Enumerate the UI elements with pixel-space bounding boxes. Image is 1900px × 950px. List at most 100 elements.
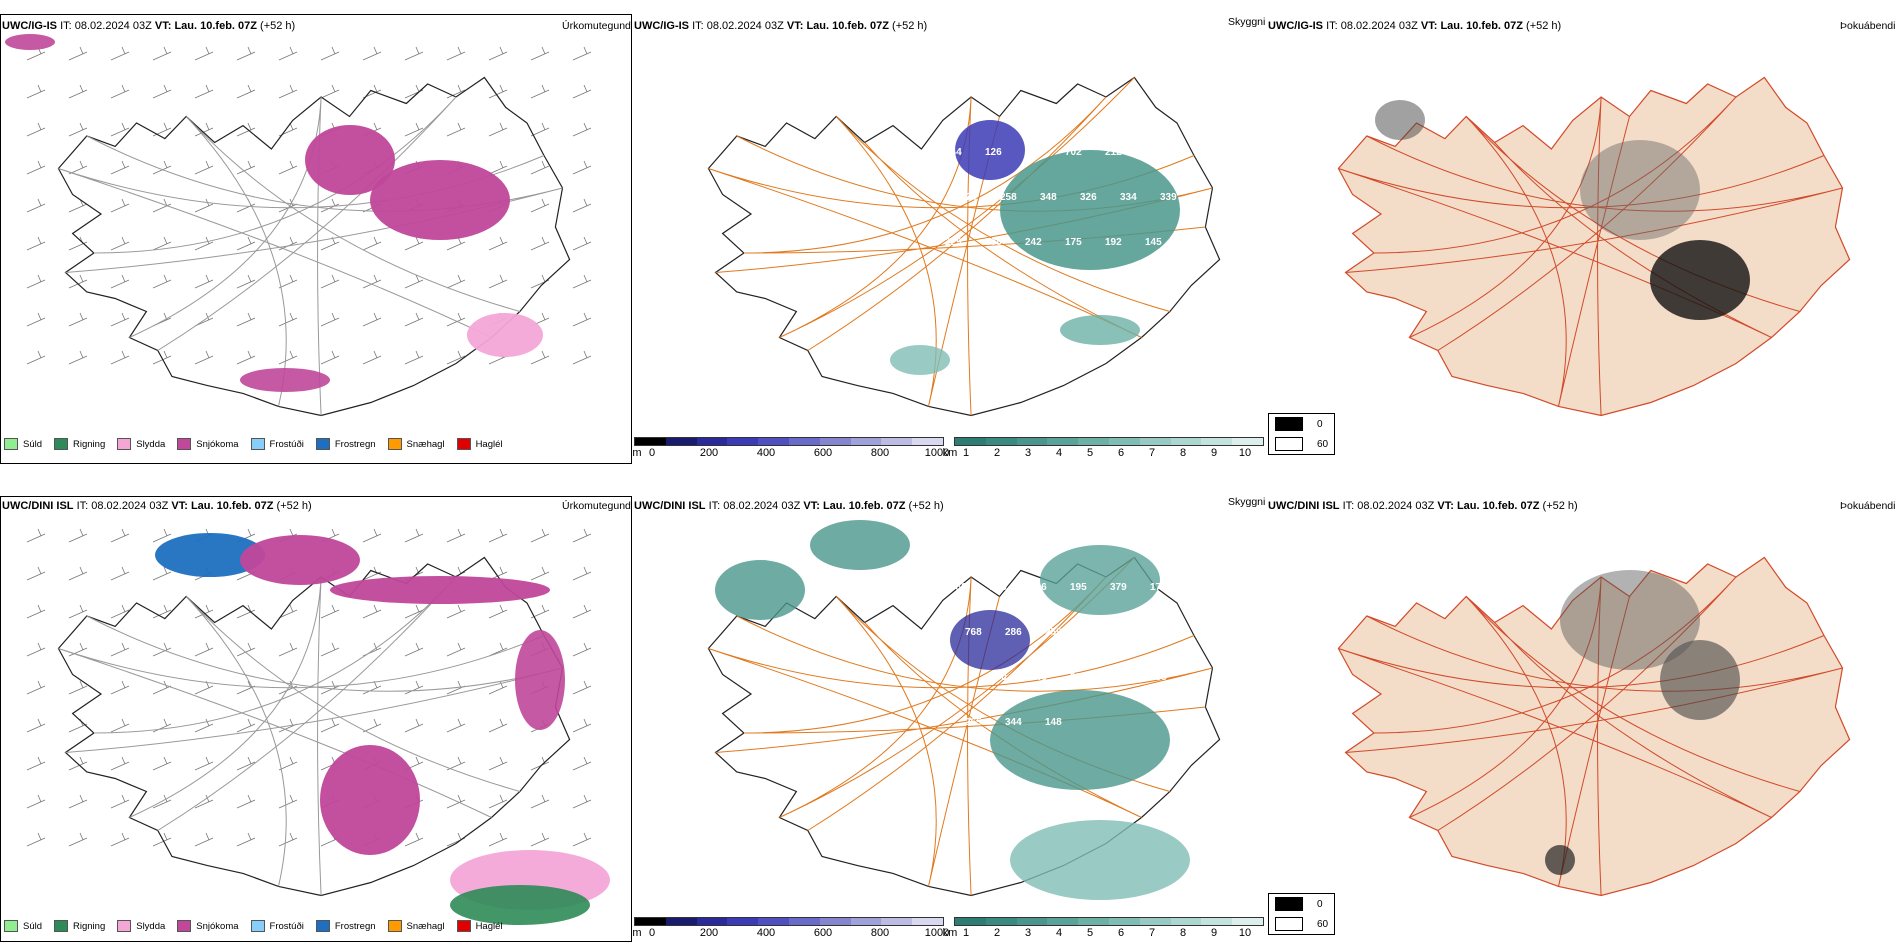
visibility-value-label: 258 [1000, 192, 1017, 203]
fog-label: 0 [1317, 898, 1323, 910]
legend-swatch [250, 438, 265, 450]
fog-legend-1: 0 60 [1268, 413, 1336, 455]
fog-label: 0 [1317, 418, 1323, 430]
panel-title-precip-2: UWC/DINI ISL IT: 08.02.2024 03Z VT: Lau.… [2, 500, 312, 512]
scale-tick-m: 1000 [924, 447, 950, 459]
visibility-value-label: 286 [1005, 627, 1022, 638]
scale-bar-m [634, 437, 944, 446]
roads-fog-1 [1338, 96, 1843, 416]
roads-precip-1 [58, 96, 563, 416]
scale-unit-m: m [632, 447, 642, 459]
visibility-value-label: 255 [1150, 672, 1167, 683]
iceland-outline-fog-2 [1337, 556, 1851, 897]
legend-item-1: Rigning [54, 920, 105, 932]
scale-tick-m: 600 [813, 927, 833, 939]
roads-precip-2 [58, 576, 563, 896]
iceland-outline-precip-1 [57, 76, 571, 417]
legend-item-2: Slydda [117, 920, 165, 932]
low-visibility-area [950, 610, 1030, 670]
legend-swatch [387, 438, 402, 450]
visibility-value-label: 206 [1165, 627, 1182, 638]
panel-title-fog-1: UWC/IG-IS IT: 08.02.2024 03Z VT: Lau. 10… [1268, 20, 1562, 32]
scale-tick-km: 1 [962, 927, 970, 939]
legend-item-3: Snjókoma [177, 920, 239, 932]
panel-title-precip-1: UWC/IG-IS IT: 08.02.2024 03Z VT: Lau. 10… [2, 20, 296, 32]
scale-tick-m: 200 [699, 927, 719, 939]
visibility-value-label: 242 [1025, 237, 1042, 248]
scale-tick-km: 5 [1086, 447, 1094, 459]
valid-time: Lau. 10.feb. 07Z [174, 20, 257, 32]
legend-swatch [456, 438, 471, 450]
scale-tick-km: 8 [1179, 927, 1187, 939]
model-name: UWC/IG-IS [2, 20, 57, 32]
scale-tick-km: 4 [1055, 927, 1063, 939]
scale-tick-m: 400 [756, 447, 776, 459]
panel-label-fog-1: Þokuábendi [1840, 20, 1896, 32]
roads-vis-2 [708, 557, 1213, 896]
scale-unit-km: km [942, 927, 958, 939]
low-visibility-area [715, 560, 805, 620]
legend-label: Frostregn [334, 438, 376, 450]
visibility-value-label: 120 [1085, 627, 1102, 638]
fog-area [1545, 845, 1575, 875]
freezing-rain-area [155, 533, 265, 577]
panel-title-vis-2: UWC/DINI ISL IT: 08.02.2024 03Z VT: Lau.… [634, 500, 944, 512]
legend-item-6: Snæhagl [387, 438, 445, 450]
fog-label: 60 [1317, 918, 1329, 930]
panel-title-fog-2: UWC/DINI ISL IT: 08.02.2024 03Z VT: Lau.… [1268, 500, 1578, 512]
legend-swatch [4, 438, 18, 450]
scale-tick-km: 7 [1148, 447, 1156, 459]
low-visibility-area [1010, 820, 1190, 900]
precip-legend-2: Súld Rigning Slydda Snjókoma Frostúði Frostre… [4, 920, 503, 932]
legend-swatch [117, 920, 132, 932]
legend-item-5: Frostregn [315, 920, 376, 932]
legend-swatch [177, 438, 192, 450]
iceland-outline-vis-2 [707, 556, 1221, 897]
fog-area [1650, 240, 1750, 320]
visibility-value-label: 274 [960, 192, 977, 203]
visibility-value-label: 348 [1040, 192, 1057, 203]
visibility-value-label: 212 [1105, 147, 1122, 158]
visibility-value-label: 460 [1145, 147, 1162, 158]
legend-swatch [456, 920, 471, 932]
scale-tick-km: 8 [1179, 447, 1187, 459]
visibility-value-label: 144 [945, 147, 962, 158]
scale-tick-km: 9 [1210, 447, 1218, 459]
panel-label-vis-2: Skyggni [1228, 496, 1266, 508]
low-visibility-area [890, 345, 950, 375]
scale-tick-km: 9 [1210, 927, 1218, 939]
snow-area [515, 630, 565, 730]
snow-area [240, 535, 360, 585]
legend-label: Súld [23, 920, 43, 932]
precip-type-panel-2 [0, 496, 632, 942]
legend-item-7: Haglél [456, 438, 503, 450]
visibility-value-label: 145 [1145, 237, 1162, 248]
visibility-value-label: 346 [1030, 672, 1047, 683]
low-visibility-area [810, 520, 910, 570]
legend-swatch [117, 438, 132, 450]
legend-label: Frostregn [334, 920, 376, 932]
legend-label: Rigning [73, 920, 106, 932]
visibility-value-label: 192 [1105, 237, 1122, 248]
low-visibility-area [990, 690, 1170, 790]
lead-time: (+52 h) [260, 20, 296, 32]
visibility-value-label: 380 [950, 582, 967, 593]
legend-item-0: Súld [4, 438, 42, 450]
visibility-value-label: 326 [1080, 192, 1097, 203]
scale-tick-km: 1 [962, 447, 970, 459]
snow-area [370, 160, 510, 240]
scale-tick-km: 6 [1117, 927, 1125, 939]
low-visibility-area [955, 120, 1025, 180]
legend-swatch [4, 920, 18, 932]
fog-swatch [1275, 897, 1303, 911]
fog-area [1580, 140, 1700, 240]
visibility-value-label: 270 [990, 672, 1007, 683]
legend-item-6: Snæhagl [387, 920, 445, 932]
visibility-value-label: 390 [1025, 147, 1042, 158]
snow-area [5, 34, 55, 50]
legend-swatch [387, 920, 402, 932]
visibility-value-label: 230 [1070, 672, 1087, 683]
fog-legend-item-1: 60 [1269, 914, 1334, 934]
visibility-value-label: 344 [1005, 717, 1022, 728]
